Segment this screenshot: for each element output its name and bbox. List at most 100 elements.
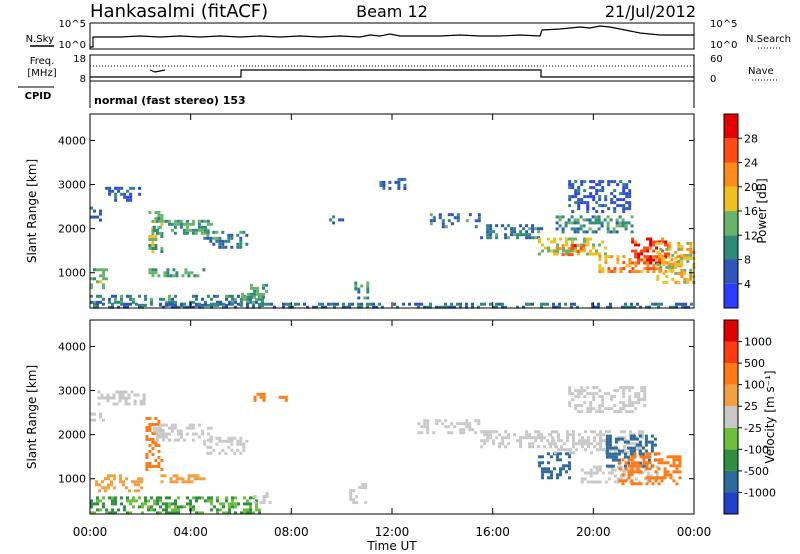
scatter-cell [234,297,237,301]
scatter-cell [168,511,171,515]
scatter-cell [598,252,601,256]
scatter-cell [154,441,158,444]
scatter-cell [97,396,101,400]
scatter-cell [595,249,598,253]
scatter-cell [246,502,249,506]
scatter-cell [465,422,469,426]
scatter-cell [619,407,623,411]
scatter-cell [605,434,609,438]
scatter-cell [613,404,617,408]
freq-label-line2: [MHz] [27,68,56,79]
scatter-cell [677,247,681,251]
scatter-cell [197,219,201,223]
scatter-cell [683,268,687,272]
scatter-cell [111,294,114,298]
scatter-cell [187,480,191,484]
scatter-cell [617,439,620,443]
scatter-cell [230,233,234,237]
scatter-cell [341,218,345,222]
scatter-cell [113,474,116,478]
scatter-cell [124,402,128,406]
scatter-cell [111,302,114,306]
scatter-cell [671,268,675,272]
scatter-cell [613,389,617,393]
scatter-cell [160,217,164,220]
scatter-cell [244,295,247,299]
scatter-cell [531,230,535,234]
scatter-cell [107,486,110,490]
scatter-cell [112,393,116,397]
scatter-cell [209,239,213,243]
scatter-cell [615,221,619,225]
scatter-cell [195,302,198,306]
scatter-cell [459,422,463,426]
scatter-cell [595,192,599,196]
scatter-cell [123,508,126,512]
scatter-cell [610,407,614,411]
scatter-cell [239,245,243,249]
scatter-cell [154,268,158,272]
scatter-cell [152,426,156,430]
scatter-cell [586,471,590,475]
scatter-cell [589,195,593,199]
scatter-cell [649,243,653,247]
scatter-cell [261,297,264,301]
colorbar-tick-label: 12 [744,229,758,242]
scatter-cell [576,218,580,222]
scatter-cell [186,305,189,309]
scatter-cell [621,221,625,225]
scatter-cell [671,262,675,266]
scatter-cell [471,302,474,306]
scatter-cell [354,281,358,285]
scatter-cell [90,215,93,219]
scatter-cell [525,224,529,228]
scatter-cell [468,422,472,426]
scatter-cell [612,230,616,234]
scatter-cell [218,439,222,443]
scatter-cell [118,390,122,394]
scatter-cell [130,390,134,394]
scatter-cell [125,486,128,490]
scatter-cell [186,502,189,506]
scatter-cell [456,219,460,223]
scatter-cell [176,429,180,433]
scatter-cell [580,180,584,184]
scatter-cell [147,505,150,509]
scatter-cell [408,302,411,306]
scatter-cell [181,480,185,484]
scatter-cell [501,439,505,443]
scatter-cell [206,236,210,240]
scatter-cell [447,219,451,223]
scatter-cell [592,207,596,211]
scatter-cell [151,447,155,450]
scatter-cell [352,498,356,502]
scatter-cell [649,246,653,250]
scatter-cell [252,305,255,309]
scatter-cell [489,436,493,440]
scatter-cell [192,508,195,512]
scatter-cell [566,439,569,443]
scatter-cell [689,244,693,248]
scatter-cell [204,302,207,306]
scatter-cell [489,430,493,434]
scatter-cell [652,240,656,244]
scatter-cell [595,410,599,414]
scatter-cell [250,283,253,287]
scatter-cell [99,209,102,213]
scatter-cell [596,448,599,452]
scatter-cell [660,461,664,465]
scatter-cell [258,511,261,515]
scatter-cell [619,270,623,274]
scatter-cell [185,432,189,436]
scatter-cell [573,218,577,222]
scatter-cell [99,218,102,222]
scatter-cell [345,305,348,309]
scatter-cell [571,392,575,396]
noise-panel: N.Sky 10^5 10^0 10^5 10^0 N.Search [26,19,791,51]
scatter-cell [90,511,93,515]
scatter-cell [601,189,605,193]
scatter-cell [646,270,650,274]
scatter-cell [677,280,681,284]
scatter-cell [674,262,678,266]
scatter-cell [557,439,560,443]
